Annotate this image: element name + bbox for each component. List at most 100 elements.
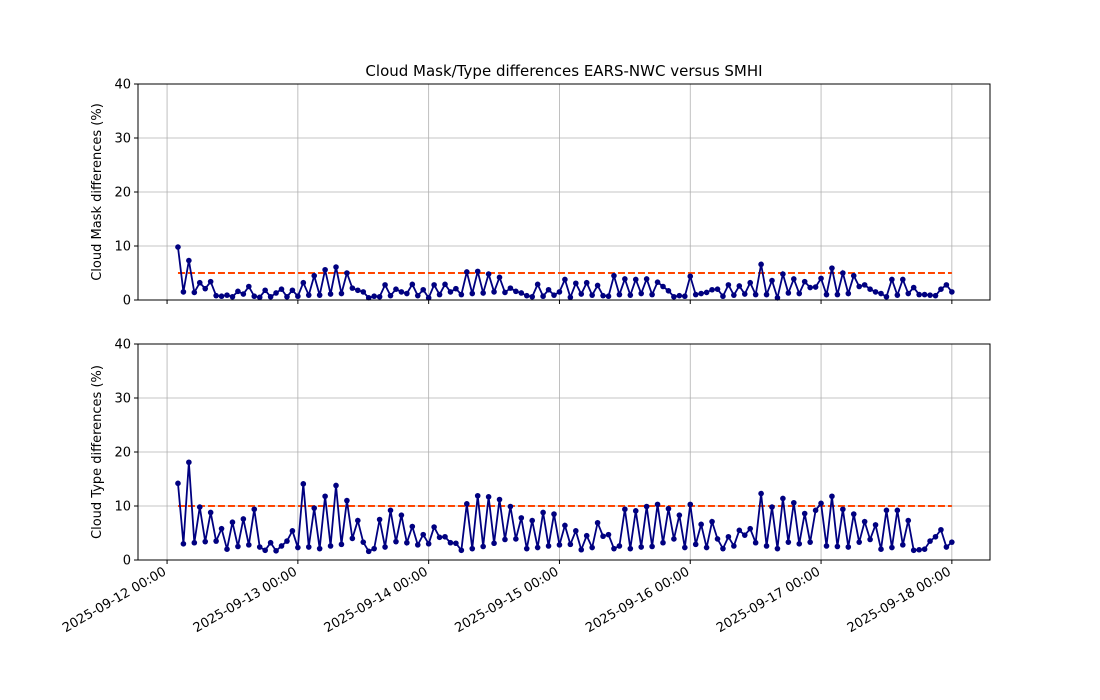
data-point <box>447 289 454 295</box>
data-point <box>398 289 405 295</box>
data-point <box>856 283 863 290</box>
data-point <box>627 545 634 552</box>
data-point <box>714 286 721 293</box>
data-point <box>932 533 939 540</box>
data-point <box>284 538 290 544</box>
data-point <box>246 542 252 548</box>
data-point <box>796 290 803 297</box>
data-point <box>910 547 917 554</box>
data-point <box>442 533 448 540</box>
data-point <box>611 545 617 552</box>
data-point <box>594 282 601 289</box>
data-point <box>507 503 514 510</box>
y-axis-label: Cloud Mask differences (%) <box>90 103 105 281</box>
data-point <box>567 541 574 548</box>
data-point <box>333 264 339 270</box>
data-point <box>818 275 824 282</box>
data-point <box>741 291 748 297</box>
data-point <box>807 539 813 545</box>
y-axis-label: Cloud Type differences (%) <box>90 365 105 539</box>
data-point <box>316 545 323 552</box>
data-point <box>949 289 955 295</box>
data-point <box>589 292 595 298</box>
data-point <box>900 542 906 548</box>
data-point <box>840 270 846 276</box>
data-point <box>894 507 901 514</box>
data-point <box>872 522 879 528</box>
data-point <box>622 506 628 513</box>
y-tick-label: 0 <box>123 294 131 309</box>
data-point <box>747 525 754 532</box>
data-point <box>513 288 519 295</box>
data-point <box>502 536 508 543</box>
data-point <box>682 544 688 551</box>
data-point <box>540 509 546 516</box>
data-point <box>207 509 214 516</box>
data-point <box>425 295 432 301</box>
plot-frame <box>137 83 991 301</box>
data-point <box>616 291 623 298</box>
data-point <box>834 291 841 298</box>
data-point <box>474 492 481 499</box>
data-point <box>480 543 486 550</box>
data-point <box>529 517 536 524</box>
data-point <box>671 293 677 300</box>
data-point <box>605 293 612 300</box>
data-point <box>246 283 252 290</box>
data-point <box>534 281 541 288</box>
data-point <box>191 289 198 296</box>
data-point <box>638 290 645 297</box>
data-point <box>502 289 508 296</box>
data-point <box>382 282 388 288</box>
data-point <box>791 276 797 282</box>
data-point <box>687 273 694 280</box>
data-point <box>829 265 835 271</box>
data-point <box>218 525 225 532</box>
data-point <box>300 279 307 286</box>
data-point <box>251 506 258 513</box>
data-point <box>213 292 219 299</box>
data-point <box>409 281 416 288</box>
data-point <box>867 536 873 543</box>
data-point <box>240 516 247 522</box>
data-point <box>932 292 939 299</box>
data-point <box>889 544 895 551</box>
data-point <box>224 546 230 552</box>
data-point <box>905 517 912 524</box>
x-tick-label: 2025-09-15 00:00 <box>452 564 561 636</box>
data-point <box>741 532 748 538</box>
data-point <box>780 271 786 277</box>
data-point <box>583 279 590 286</box>
data-point <box>643 276 650 282</box>
data-point <box>763 291 770 298</box>
data-point <box>256 294 263 301</box>
data-point <box>349 535 356 542</box>
data-point <box>420 286 427 293</box>
data-point <box>295 544 301 551</box>
data-point <box>671 536 677 542</box>
data-point <box>801 510 808 517</box>
data-point <box>175 244 181 250</box>
data-point <box>344 497 350 504</box>
y-tick-label: 30 <box>114 392 131 407</box>
x-tick-label: 2025-09-18 00:00 <box>845 564 954 636</box>
data-point <box>769 504 775 510</box>
data-point <box>703 289 710 296</box>
data-point <box>747 279 754 286</box>
data-point <box>910 284 917 291</box>
data-point <box>431 524 437 530</box>
data-point <box>431 282 437 288</box>
data-point <box>676 512 683 518</box>
data-point <box>229 293 236 300</box>
data-point <box>878 290 884 297</box>
data-point <box>605 531 612 538</box>
data-point <box>731 292 737 298</box>
data-point <box>927 292 933 298</box>
data-point <box>316 292 323 298</box>
data-point <box>365 295 372 301</box>
data-point <box>807 284 813 291</box>
data-point <box>278 543 285 549</box>
data-point <box>289 287 296 294</box>
data-point <box>796 541 803 547</box>
